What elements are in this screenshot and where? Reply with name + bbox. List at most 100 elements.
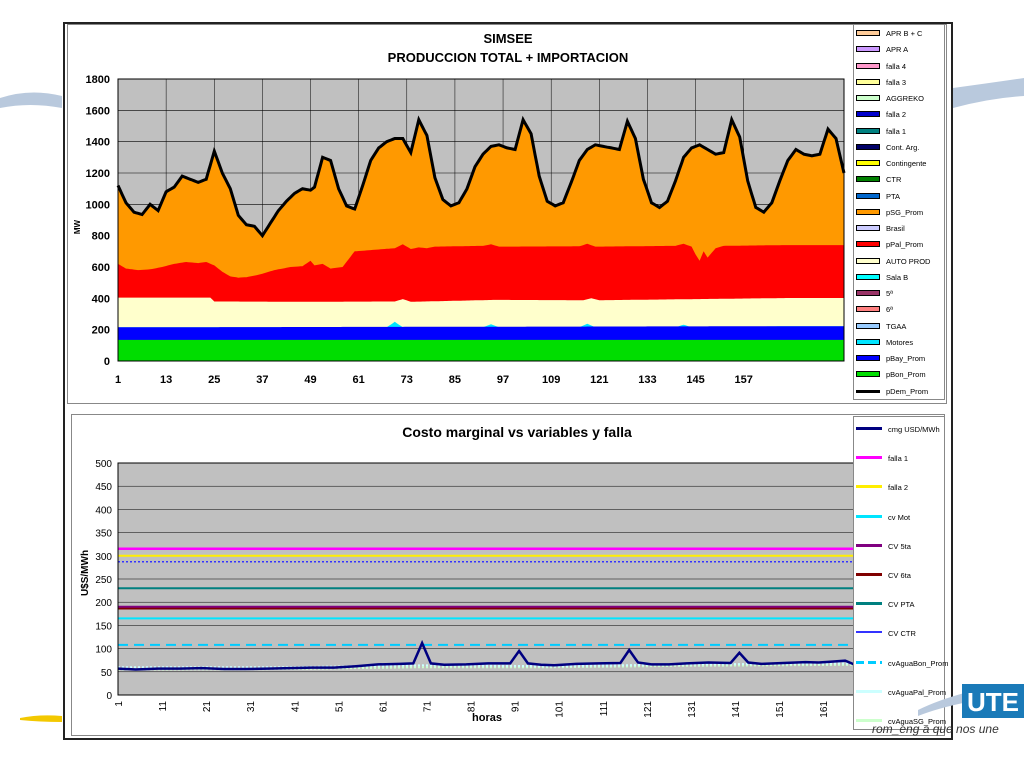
- logo-text: UTE: [967, 687, 1019, 717]
- legend1-swatch: [856, 143, 880, 150]
- chart2-xtick-label: 101: [555, 701, 566, 718]
- legend1-swatch: [856, 95, 880, 101]
- legend1-label: PTA: [886, 191, 901, 201]
- legend2-swatch: [856, 514, 882, 518]
- chart2-xtick-label: 1: [114, 701, 125, 707]
- legend1-swatch: [856, 389, 880, 393]
- line-pdem-prom: [116, 115, 846, 239]
- legend1-swatch: [856, 306, 880, 313]
- chart1-xtick-label: 1: [115, 374, 121, 386]
- legend2-swatch: [856, 689, 882, 693]
- chart1-xtick-label: 145: [686, 374, 704, 386]
- chart2-ylabel: U$S/MWh: [80, 550, 91, 596]
- legend1-label: falla 1: [886, 126, 907, 136]
- chart2-xtick-label: 111: [599, 701, 610, 717]
- legend1-label: TGAA: [886, 321, 907, 331]
- chart1-xtick-label: 109: [542, 374, 560, 386]
- chart2-xtick-label: 81: [467, 701, 478, 713]
- chart1-xtick-label: 97: [497, 374, 509, 386]
- legend1-swatch: [856, 111, 880, 118]
- legend1-label: falla 3: [886, 77, 907, 87]
- legend1-label: AGGREKO: [886, 94, 924, 103]
- chart2-title: Costo marginal vs variables y falla: [402, 424, 632, 440]
- chart2-ytick-label: 200: [95, 598, 112, 609]
- legend1-swatch: [856, 273, 880, 280]
- ute-logo: UTE: [918, 684, 1024, 718]
- legend2-label: cvAguaSG_Prom: [888, 717, 946, 726]
- tagline: rom_eng a que nos une: [872, 722, 999, 736]
- chart2-ytick-label: 50: [101, 668, 113, 679]
- legend1-label: falla 4: [886, 61, 907, 71]
- chart1-ytick-label: 1400: [86, 137, 110, 149]
- legend2-label: falla 2: [888, 483, 909, 493]
- chart1-ytick-label: 200: [92, 325, 110, 337]
- production-chart: SIMSEE PRODUCCION TOTAL + IMPORTACION MW…: [73, 31, 846, 386]
- chart1-ytick-label: 1000: [86, 199, 110, 211]
- legend1-label: Brasil: [886, 224, 905, 233]
- chart2-ytick-label: 450: [95, 482, 112, 493]
- legend1-swatch: [856, 290, 880, 296]
- chart2-xtick-label: 51: [334, 701, 345, 713]
- marginal-cost-chart: Costo marginal vs variables y falla U$S/…: [80, 424, 855, 724]
- legend1-swatch: [856, 176, 880, 183]
- legend2-label: CV 5ta: [888, 541, 911, 551]
- legend1-swatch: [856, 257, 880, 264]
- marginal-cost-chart-legend: cmg USD/MWh falla 1 falla 2 cv Mot CV 5ta CV …: [853, 416, 949, 730]
- legend1-swatch: [856, 62, 880, 69]
- legend1-swatch: [856, 208, 880, 215]
- chart1-xtick-label: 73: [401, 374, 413, 386]
- chart2-ytick-label: 250: [95, 575, 112, 586]
- chart2-ytick-label: 150: [95, 621, 112, 632]
- legend2-label: CV PTA: [888, 600, 915, 610]
- legend1-swatch: [856, 338, 880, 345]
- chart1-xtick-label: 25: [208, 374, 220, 386]
- legend1-label: CTR: [886, 175, 902, 185]
- legend1-swatch: [856, 371, 880, 378]
- legend1-swatch: [856, 127, 880, 134]
- legend2-swatch: [856, 427, 882, 430]
- legend2-label: cvAguaBon_Prom: [888, 658, 949, 668]
- legend2-swatch: [856, 602, 882, 606]
- legend1-swatch: [856, 322, 880, 329]
- series-cmg-usd-mwh: [117, 639, 855, 671]
- legend1-label: 6ª: [886, 305, 893, 315]
- chart1-xtick-label: 37: [256, 374, 268, 386]
- legend1-swatch: [856, 225, 880, 231]
- chart1-xtick-label: 133: [638, 374, 656, 386]
- legend1-label: pDem_Prom: [886, 386, 929, 396]
- legend1-label: APR B + C: [886, 29, 923, 38]
- area-pbon-prom: [118, 339, 844, 361]
- chart2-xtick-label: 61: [378, 701, 389, 713]
- legend2-label: cvAguaPal_Prom: [888, 687, 946, 697]
- chart1-ytick-label: 800: [92, 231, 110, 243]
- legend2-swatch: [856, 485, 882, 489]
- chart1-ytick-label: 400: [92, 293, 110, 305]
- chart1-xtick-label: 157: [735, 374, 753, 386]
- chart1-ytick-label: 1600: [86, 105, 110, 117]
- production-chart-panel: SIMSEE PRODUCCION TOTAL + IMPORTACION MW…: [67, 24, 947, 404]
- legend2-label: CV 6ta: [888, 571, 911, 580]
- legend1-label: Cont. Arg.: [886, 142, 920, 152]
- legend1-label: pPal_Prom: [886, 240, 924, 250]
- legend1-label: Contingente: [886, 159, 927, 168]
- legend2-swatch: [856, 573, 882, 576]
- chart2-xtick-label: 71: [423, 701, 434, 713]
- legend2-swatch: [856, 456, 882, 460]
- chart1-ytick-label: 1200: [86, 168, 110, 180]
- chart2-xtick-label: 121: [643, 701, 654, 718]
- legend1-swatch: [856, 241, 880, 248]
- chart1-xtick-label: 49: [304, 374, 316, 386]
- chart2-ytick-label: 0: [106, 691, 112, 702]
- legend2-label: CV CTR: [888, 629, 916, 639]
- legend1-label: falla 2: [886, 110, 907, 120]
- legend1-label: pBay_Prom: [886, 354, 926, 363]
- chart1-plot-border: [117, 78, 845, 362]
- chart2-xtick-label: 91: [511, 701, 522, 713]
- chart2-ytick-label: 100: [95, 645, 112, 656]
- chart2-ytick-label: 500: [95, 459, 112, 470]
- chart2-xtick-label: 11: [158, 701, 169, 712]
- legend1-label: pSG_Prom: [886, 207, 924, 217]
- background-swoosh-bottom: [20, 715, 62, 722]
- chart2-ytick-label: 350: [95, 529, 112, 540]
- chart2-ytick-label: 400: [95, 505, 112, 516]
